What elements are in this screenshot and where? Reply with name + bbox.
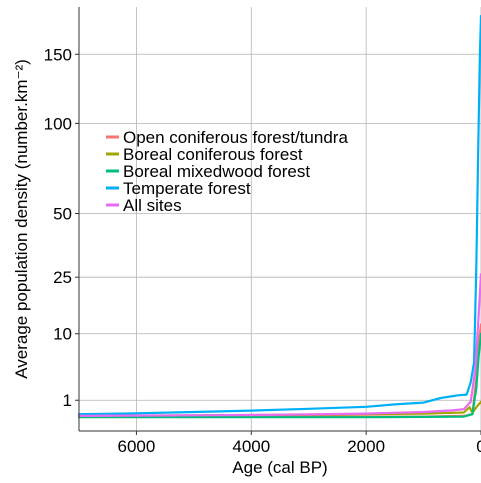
grid (79, 7, 481, 431)
y-axis-label: Average population density (number.km⁻²) (12, 59, 31, 379)
legend-label: Open coniferous forest/tundra (123, 128, 348, 147)
series-line-3 (77, 14, 481, 416)
x-tick-label: 4000 (232, 437, 270, 456)
x-tick-label: 2000 (347, 437, 385, 456)
y-tick-label: 100 (44, 114, 72, 133)
series-line-4 (77, 273, 481, 417)
y-tick-label: 50 (53, 204, 72, 223)
legend-label: Boreal coniferous forest (123, 145, 303, 164)
y-ticks: 1 10 25 50 100 150 (44, 45, 79, 410)
y-tick-label: 10 (53, 325, 72, 344)
series-line-2 (77, 332, 481, 419)
x-tick-label: 6000 (118, 437, 156, 456)
series-lines (77, 14, 481, 419)
legend-label: Temperate forest (123, 179, 251, 198)
y-tick-label: 150 (44, 45, 72, 64)
y-tick-label: 25 (53, 268, 72, 287)
x-axis-label: Age (cal BP) (232, 458, 327, 477)
y-tick-label: 1 (63, 391, 72, 410)
legend-label: Boreal mixedwood forest (123, 162, 310, 181)
legend-label: All sites (123, 196, 182, 215)
plot-panel (79, 7, 481, 431)
x-ticks: 6000 4000 2000 0 (118, 431, 481, 456)
x-tick-label: 0 (476, 437, 481, 456)
